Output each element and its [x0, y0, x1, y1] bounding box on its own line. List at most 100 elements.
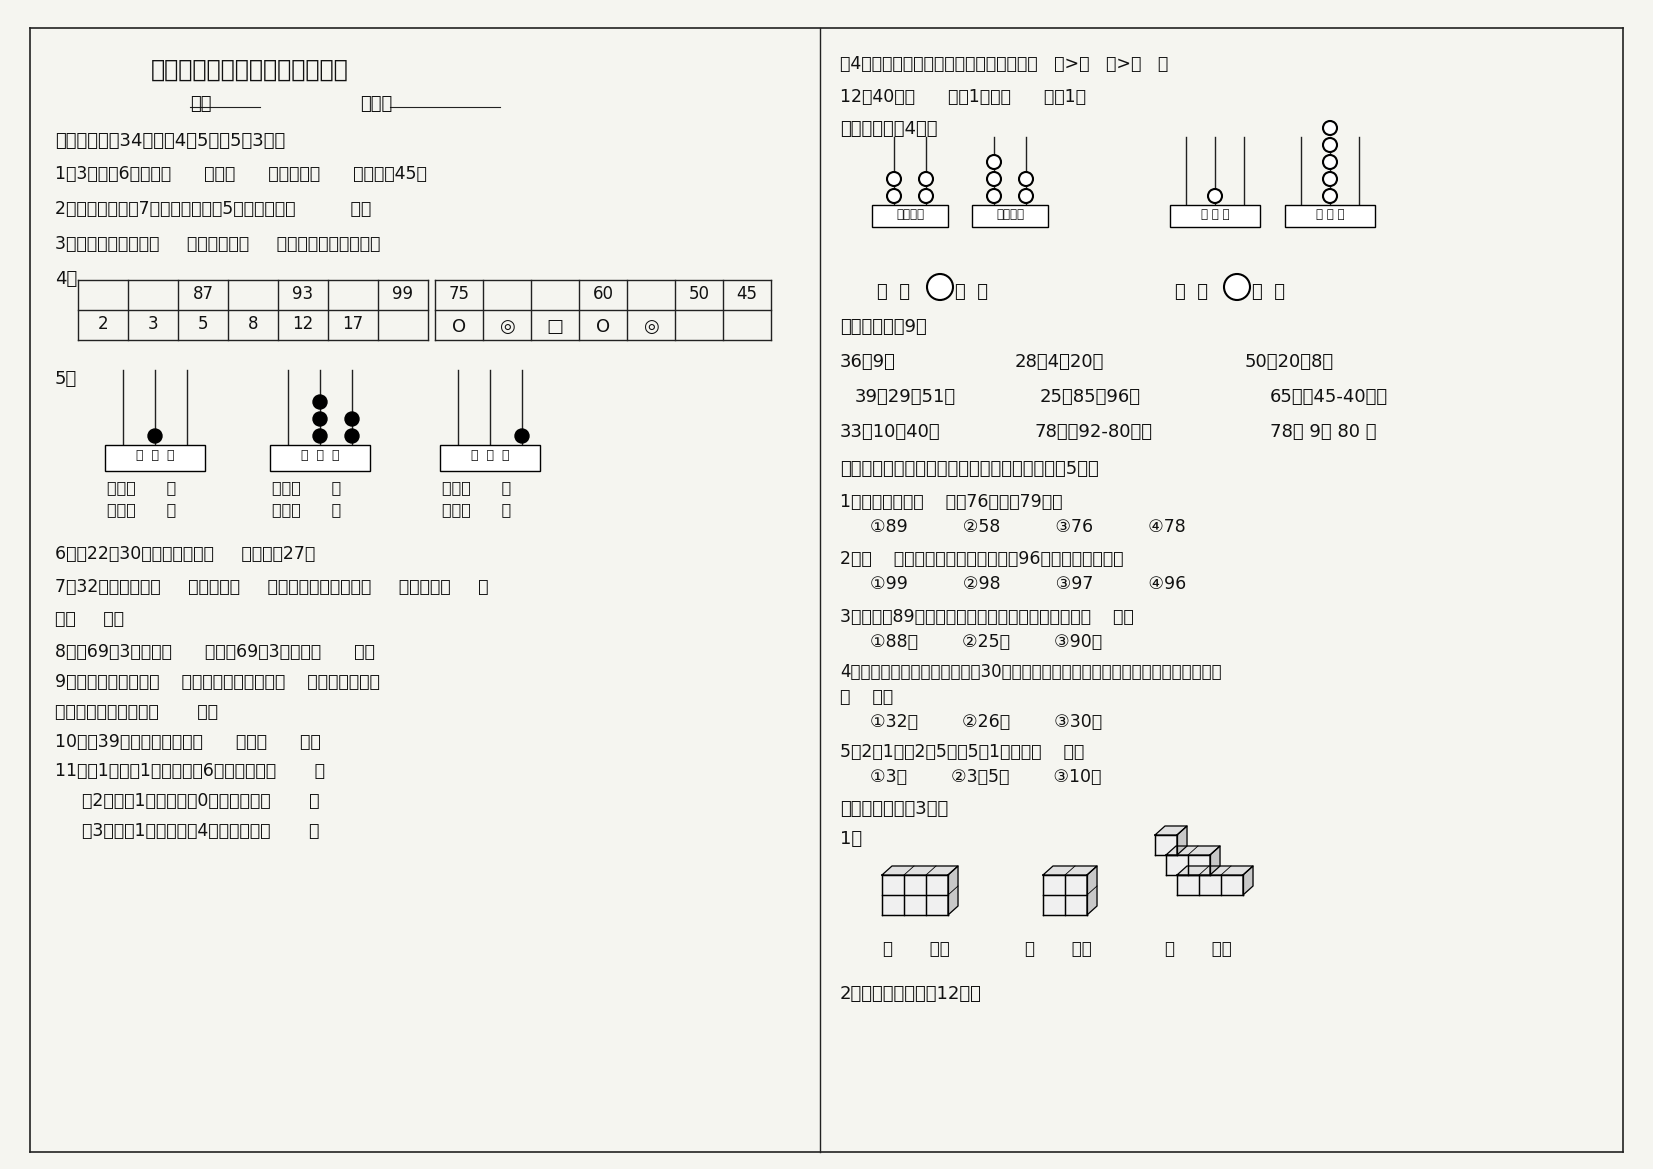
Text: 3、最小的两位数是（     ），再加上（     ）就是最大的两位数。: 3、最小的两位数是（ ），再加上（ ）就是最大的两位数。 [55, 235, 380, 253]
Text: （2）写出1个个位上是0的两位数。（       ）: （2）写出1个个位上是0的两位数。（ ） [83, 793, 319, 810]
Text: 2: 2 [98, 314, 109, 333]
Text: 百 十 个: 百 十 个 [1200, 208, 1230, 221]
Polygon shape [1177, 866, 1253, 876]
Circle shape [312, 395, 327, 409]
Text: 十位个位: 十位个位 [896, 208, 924, 221]
Bar [1165, 855, 1210, 876]
Polygon shape [1243, 866, 1253, 895]
Circle shape [919, 172, 932, 186]
Text: 9、最大的两位数是（    ），最大的一位数是（    ），最大的两位: 9、最大的两位数是（ ），最大的一位数是（ ），最大的两位 [55, 673, 380, 691]
Bar [1170, 205, 1260, 227]
Bar [106, 445, 205, 471]
Text: 读作（      ）: 读作（ ） [107, 502, 177, 517]
Text: （  ）: （ ） [878, 283, 911, 300]
Polygon shape [1088, 866, 1098, 915]
Text: 10、和39相邻的两个数是（      ）和（      ）。: 10、和39相邻的两个数是（ ）和（ ）。 [55, 733, 321, 750]
Polygon shape [883, 866, 959, 876]
Text: 17: 17 [342, 314, 364, 333]
Circle shape [1018, 172, 1033, 186]
Circle shape [888, 172, 901, 186]
Text: 班级: 班级 [190, 95, 212, 113]
Text: 百  十  个: 百 十 个 [136, 449, 174, 462]
Text: 12、40比（      ）大1，比（      ）小1。: 12、40比（ ）大1，比（ ）小1。 [840, 88, 1086, 106]
Text: 33＋10－40＝: 33＋10－40＝ [840, 423, 941, 441]
Circle shape [987, 172, 1002, 186]
Text: 50－20－8＝: 50－20－8＝ [1245, 353, 1334, 371]
Polygon shape [1210, 846, 1220, 876]
Text: 36＋9＝: 36＋9＝ [840, 353, 896, 371]
Text: 百  十  个: 百 十 个 [471, 449, 509, 462]
Text: ①88只        ②25只        ③90只: ①88只 ②25只 ③90只 [869, 632, 1103, 651]
Text: 6、在22与30这两个数中，（     ）最接近27，: 6、在22与30这两个数中，（ ）最接近27， [55, 545, 316, 563]
Bar [873, 205, 949, 227]
Text: 45: 45 [737, 285, 757, 303]
Text: 2、图形大世界。（12分）: 2、图形大世界。（12分） [840, 985, 982, 1003]
Bar [972, 205, 1048, 227]
Bar [1155, 835, 1177, 855]
Bar [1284, 205, 1375, 227]
Text: O: O [597, 318, 610, 336]
Text: O: O [451, 318, 466, 336]
Circle shape [345, 429, 359, 443]
Text: 87: 87 [192, 285, 213, 303]
Text: 5: 5 [198, 314, 208, 333]
Bar [883, 876, 949, 915]
Text: 三、算一算：9分: 三、算一算：9分 [840, 318, 927, 336]
Text: 1、: 1、 [840, 830, 863, 848]
Text: 12: 12 [293, 314, 314, 333]
Text: 39－29＋51＝: 39－29＋51＝ [855, 388, 955, 406]
Text: 写作（      ）: 写作（ ） [441, 480, 511, 494]
Text: 93: 93 [293, 285, 314, 303]
Text: 四、选择。请将正确答案的序号填在括号里。（5分）: 四、选择。请将正确答案的序号填在括号里。（5分） [840, 459, 1099, 478]
Polygon shape [1155, 826, 1187, 835]
Circle shape [987, 189, 1002, 203]
Circle shape [1322, 172, 1337, 186]
Circle shape [345, 411, 359, 426]
Circle shape [312, 411, 327, 426]
Text: （  ）: （ ） [1251, 283, 1284, 300]
Text: ◎: ◎ [643, 318, 660, 336]
Circle shape [987, 155, 1002, 170]
Circle shape [1322, 189, 1337, 203]
Bar [1043, 876, 1088, 915]
Text: 2、个位上的数是7，十位上的数是5，这个数是（          ）。: 2、个位上的数是7，十位上的数是5，这个数是（ ）。 [55, 200, 372, 217]
Text: 读作（      ）: 读作（ ） [273, 502, 341, 517]
Text: 4、同学们去浇树，六年级浇了30棵，三年级比六年级浇的少一些。三年级可能植树: 4、同学们去浇树，六年级浇了30棵，三年级比六年级浇的少一些。三年级可能植树 [840, 663, 1222, 682]
Text: ◎: ◎ [499, 318, 514, 336]
Text: （4）按照从小到大的顺序排列这三个数（   ）>（   ）>（   ）: （4）按照从小到大的顺序排列这三个数（ ）>（ ）>（ ） [840, 55, 1169, 72]
Text: 姓名：: 姓名： [360, 95, 392, 113]
Text: 78＋（92-80）＝: 78＋（92-80）＝ [1035, 423, 1154, 441]
Text: 百 十 个: 百 十 个 [1316, 208, 1344, 221]
Circle shape [1223, 274, 1250, 300]
Text: □: □ [547, 318, 564, 336]
Polygon shape [949, 866, 959, 915]
Text: 60: 60 [592, 285, 613, 303]
Text: （       ）个: （ ）个 [1165, 940, 1231, 959]
Text: 11、（1）写出1个个位上是6的两位数。（       ）: 11、（1）写出1个个位上是6的两位数。（ ） [55, 762, 326, 780]
Text: 8、比69多3的数是（      ），比69少3的数是（      ）。: 8、比69多3的数是（ ），比69少3的数是（ ）。 [55, 643, 375, 660]
Circle shape [1322, 155, 1337, 170]
Circle shape [149, 429, 162, 443]
Circle shape [1322, 138, 1337, 152]
Text: 99: 99 [392, 285, 413, 303]
Text: ①89          ②58          ③76          ④78: ①89 ②58 ③76 ④78 [869, 518, 1185, 537]
Text: 5、2张1元，2张5角，5张1角组成（    ）。: 5、2张1元，2张5角，5张1角组成（ ）。 [840, 743, 1084, 761]
Text: 8: 8 [248, 314, 258, 333]
Text: （       ）个: （ ）个 [883, 940, 950, 959]
Text: ①99          ②98          ③97          ④96: ①99 ②98 ③97 ④96 [869, 575, 1187, 593]
Circle shape [312, 429, 327, 443]
Text: 78＋ 9－ 80 ＝: 78＋ 9－ 80 ＝ [1270, 423, 1377, 441]
Text: 25＋85－96＝: 25＋85－96＝ [1040, 388, 1141, 406]
Circle shape [927, 274, 954, 300]
Text: ①3元        ②3元5角        ③10元: ①3元 ②3元5角 ③10元 [869, 768, 1101, 786]
Text: 二、我会比（4分）: 二、我会比（4分） [840, 120, 937, 138]
Bar [440, 445, 541, 471]
Text: 写作（      ）: 写作（ ） [107, 480, 177, 494]
Text: 五、数一数。（3分）: 五、数一数。（3分） [840, 800, 949, 818]
Text: 3、红花有89朵，黄花比红花少很多。黄花可能有（    ）。: 3、红花有89朵，黄花比红花少很多。黄花可能有（ ）。 [840, 608, 1134, 627]
Text: 75: 75 [448, 285, 469, 303]
Circle shape [888, 189, 901, 203]
Text: 2、（    ）不是最大的两位数，但比96大，而且是双数。: 2、（ ）不是最大的两位数，但比96大，而且是双数。 [840, 549, 1124, 568]
Circle shape [1018, 189, 1033, 203]
Text: 7、32十位上数是（     ），表示（     ）个十，个位上数是（     ），表示（     ）: 7、32十位上数是（ ），表示（ ）个十，个位上数是（ ），表示（ ） [55, 577, 489, 596]
